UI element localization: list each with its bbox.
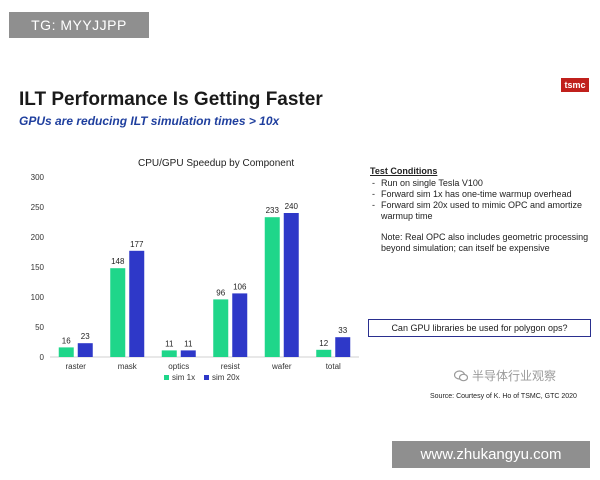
condition-item: Run on single Tesla V100 (370, 178, 595, 189)
tsmc-logo: tsmc (561, 78, 589, 92)
slide: ILT Performance Is Getting Faster GPUs a… (6, 70, 598, 405)
question-box: Can GPU libraries be used for polygon op… (368, 319, 591, 337)
condition-item: Forward sim 1x has one-time warmup overh… (370, 189, 595, 200)
bar-sim20x (232, 293, 248, 357)
bar-sim1x (58, 347, 74, 357)
condition-item: Forward sim 20x used to mimic OPC and am… (370, 200, 595, 222)
wechat-watermark: 半导体行业观察 (454, 367, 556, 384)
y-tick-label: 50 (35, 323, 44, 332)
bar-sim20x (77, 343, 93, 357)
data-label: 177 (130, 240, 144, 249)
chart-title: CPU/GPU Speedup by Component (138, 158, 295, 169)
x-tick-label: raster (66, 362, 87, 371)
source-credit: Source: Courtesy of K. Ho of TSMC, GTC 2… (430, 393, 577, 400)
y-tick-label: 250 (31, 203, 45, 212)
y-tick-label: 150 (31, 263, 45, 272)
data-label: 11 (184, 339, 193, 348)
slide-title: ILT Performance Is Getting Faster (19, 89, 323, 110)
bar-sim1x (110, 268, 126, 357)
bar-sim20x (335, 337, 351, 357)
bar-sim20x (129, 250, 145, 357)
bar-sim20x (180, 350, 196, 357)
legend-label: sim 20x (212, 373, 240, 382)
legend-swatch-sim1x (164, 375, 169, 380)
data-label: 16 (62, 336, 71, 345)
data-label: 33 (338, 326, 347, 335)
y-tick-label: 0 (40, 353, 45, 362)
bar-sim1x (264, 217, 280, 357)
data-label: 240 (285, 202, 299, 211)
x-tick-label: wafer (271, 362, 292, 371)
site-watermark: www.zhukangyu.com (392, 441, 590, 468)
bar-chart: 0 50 100 150 200 250 300 16 23 raster 148 177 mask 11… (31, 173, 359, 382)
y-tick-label: 100 (31, 293, 45, 302)
bar-sim1x (213, 299, 229, 357)
data-label: 23 (81, 332, 90, 341)
conditions-heading: Test Conditions (370, 166, 438, 176)
wechat-icon (454, 369, 468, 381)
bar-sim1x (161, 350, 177, 357)
test-conditions: Test Conditions Run on single Tesla V100… (370, 166, 595, 254)
y-tick-label: 200 (31, 233, 45, 242)
wechat-watermark-text: 半导体行业观察 (472, 369, 557, 383)
legend-label: sim 1x (172, 373, 195, 382)
x-tick-label: mask (118, 362, 138, 371)
slide-subtitle: GPUs are reducing ILT simulation times >… (19, 114, 280, 128)
y-tick-label: 300 (31, 173, 45, 182)
bar-sim1x (316, 349, 332, 357)
conditions-note: Note: Real OPC also includes geometric p… (381, 232, 589, 253)
data-label: 96 (216, 288, 225, 297)
data-label: 106 (233, 282, 247, 291)
data-label: 12 (319, 339, 328, 348)
x-tick-label: optics (168, 362, 189, 371)
legend-swatch-sim20x (204, 375, 209, 380)
x-tick-label: resist (221, 362, 241, 371)
data-label: 233 (266, 206, 280, 215)
bar-sim20x (283, 213, 299, 357)
data-label: 148 (111, 257, 125, 266)
x-tick-label: total (326, 362, 341, 371)
tg-watermark: TG: MYYJJPP (9, 12, 149, 38)
data-label: 11 (165, 339, 174, 348)
